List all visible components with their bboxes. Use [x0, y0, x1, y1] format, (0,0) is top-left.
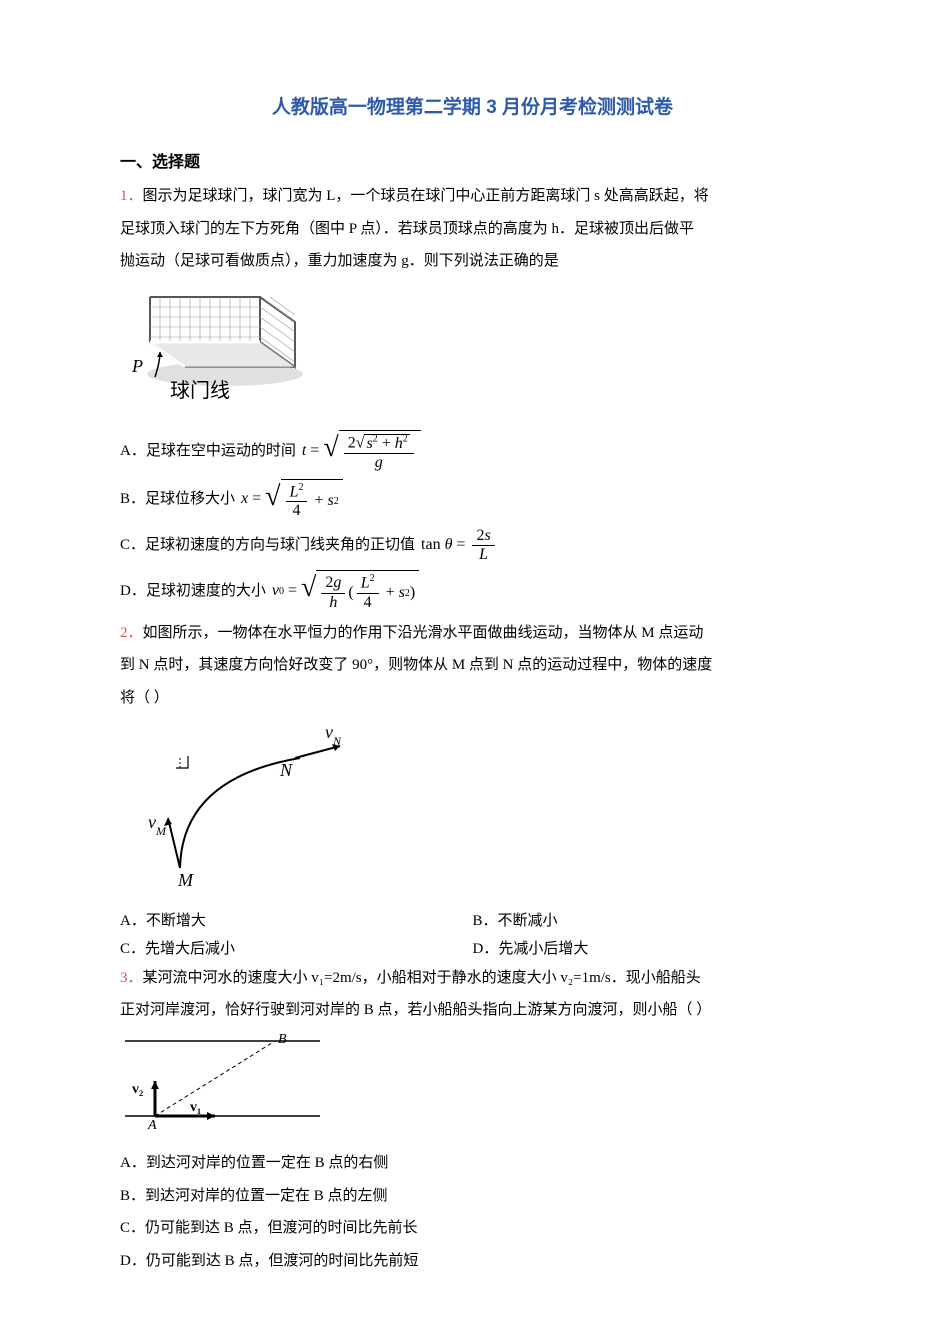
q2-options-row2: C．先增大后减小 D．先减小后增大 [120, 935, 825, 964]
q3-body: 3．某河流中河水的速度大小 v₁=2m/s，小船相对于静水的速度大小 v₂=1m… [120, 964, 825, 993]
q2-opt-d: D．先减小后增大 [473, 935, 826, 964]
q2-figure: vN N vM M [120, 718, 825, 899]
q2-line3: 将（ ） [120, 684, 825, 713]
q1-c-formula: tan θ = 2sL [421, 527, 498, 565]
page-title: 人教版高一物理第二学期 3 月份月考检测测试卷 [120, 90, 825, 126]
q3-opt-c: C．仍可能到达 B 点，但渡河的时间比先前长 [120, 1214, 825, 1243]
q1-fig-goalline: 球门线 [170, 379, 230, 402]
q1-opt-b: B．足球位移大小 x = √ L24 + s2 [120, 479, 825, 521]
q2-fig-n: N [279, 760, 293, 780]
q1-body: 1．图示为足球球门，球门宽为 L，一个球员在球门中心正前方距离球门 s 处高高跃… [120, 182, 825, 211]
q1-line1: 图示为足球球门，球门宽为 L，一个球员在球门中心正前方距离球门 s 处高高跃起，… [143, 188, 709, 204]
q1-line3: 抛运动（足球可看做质点），重力加速度为 g．则下列说法正确的是 [120, 247, 825, 276]
q1-num: 1． [120, 188, 143, 204]
q3-line1: 某河流中河水的速度大小 v₁=2m/s，小船相对于静水的速度大小 v₂=1m/s… [143, 970, 701, 986]
q2-opt-a: A．不断增大 [120, 907, 473, 936]
q1-opt-c: C．足球初速度的方向与球门线夹角的正切值 tan θ = 2sL [120, 527, 825, 565]
q3-figure: B v₂ v₁ A [120, 1031, 825, 1142]
q2-line1: 如图所示，一物体在水平恒力的作用下沿光滑水平面做曲线运动，当物体从 M 点运动 [143, 625, 704, 641]
q2-fig-m: M [177, 870, 194, 888]
q1-figure: P 球门线 [120, 282, 825, 423]
q2-options-row1: A．不断增大 B．不断减小 [120, 907, 825, 936]
q1-c-text: C．足球初速度的方向与球门线夹角的正切值 [120, 531, 415, 560]
q2-opt-b: B．不断减小 [473, 907, 826, 936]
q2-fig-vn: vN [325, 722, 342, 748]
q3-opt-a: A．到达河对岸的位置一定在 B 点的右侧 [120, 1149, 825, 1178]
q2-num: 2． [120, 625, 143, 641]
q3-opt-d: D．仍可能到达 B 点，但渡河的时间比先前短 [120, 1247, 825, 1276]
q1-opt-a: A．足球在空中运动的时间 t = √ 2√s2 + h2 g [120, 430, 825, 472]
q2-body: 2．如图所示，一物体在水平恒力的作用下沿光滑水平面做曲线运动，当物体从 M 点运… [120, 619, 825, 648]
q1-d-formula: v0 = √ 2gh (L24 + s2) [272, 570, 419, 612]
q3-fig-v1: v₁ [190, 1100, 201, 1115]
q3-num: 3． [120, 970, 143, 986]
q1-fig-p: P [131, 356, 143, 376]
q1-opt-d: D．足球初速度的大小 v0 = √ 2gh (L24 + s2) [120, 570, 825, 612]
q1-b-text: B．足球位移大小 [120, 485, 235, 514]
q1-d-text: D．足球初速度的大小 [120, 577, 266, 606]
q2-fig-vm: vM [148, 812, 167, 838]
q1-b-formula: x = √ L24 + s2 [241, 479, 343, 521]
q3-line2: 正对河岸渡河，恰好行驶到河对岸的 B 点，若小船船头指向上游某方向渡河，则小船（… [120, 996, 825, 1025]
q1-a-text: A．足球在空中运动的时间 [120, 437, 296, 466]
q3-opt-b: B．到达河对岸的位置一定在 B 点的左侧 [120, 1182, 825, 1211]
section-heading: 一、选择题 [120, 148, 825, 178]
q2-line2: 到 N 点时，其速度方向恰好改变了 90°，则物体从 M 点到 N 点的运动过程… [120, 651, 825, 680]
q1-line2: 足球顶入球门的左下方死角（图中 P 点）．若球员顶球点的高度为 h．足球被顶出后… [120, 215, 825, 244]
q1-a-formula: t = √ 2√s2 + h2 g [302, 430, 421, 472]
q2-opt-c: C．先增大后减小 [120, 935, 473, 964]
q3-fig-b: B [278, 1032, 287, 1047]
q3-fig-v2: v₂ [132, 1082, 143, 1097]
q3-fig-a: A [147, 1118, 157, 1131]
